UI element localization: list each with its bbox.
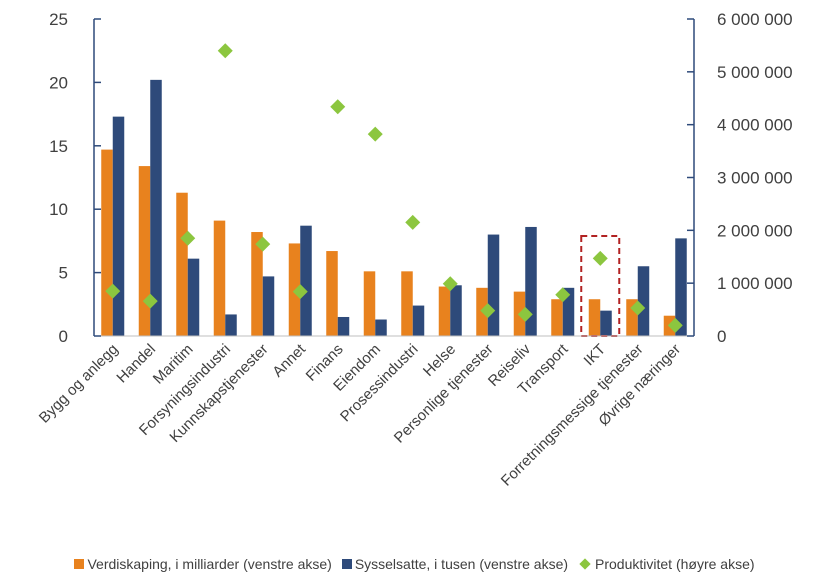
right-tick-label: 2 000 000 [717,221,793,240]
bar-sysselsatte [487,234,500,336]
legend-diamond-green [579,558,591,570]
point-produktivitet [517,306,533,322]
bar-verdiskaping [401,271,413,336]
right-tick-label: 5 000 000 [717,63,793,82]
legend-label-produktivitet: Produktivitet (høyre akse) [595,556,755,572]
left-tick-label: 5 [59,264,68,283]
legend-swatch-orange [74,559,85,569]
point-produktivitet [217,43,233,59]
legend-label-verdiskaping: Verdiskaping, i milliarder (venstre akse… [87,556,332,572]
chart: Bygg og anleggHandelMaritimForsyningsind… [36,10,793,490]
bar-sysselsatte [225,314,237,336]
right-tick-label: 1 000 000 [717,274,793,293]
point-produktivitet [555,287,571,303]
bar-sysselsatte [562,287,575,336]
bar-verdiskaping [251,232,263,336]
point-produktivitet [292,284,308,300]
bar-sysselsatte [637,266,650,336]
category-label: IKT [581,341,610,370]
left-tick-label: 0 [59,327,68,346]
point-produktivitet [442,276,458,292]
right-tick-label: 3 000 000 [717,169,793,188]
bar-sysselsatte [337,316,350,336]
bar-verdiskaping [326,251,338,336]
bar-sysselsatte [187,258,200,336]
bar-verdiskaping [363,271,376,336]
bar-sysselsatte [525,226,537,336]
right-tick-label: 0 [717,327,726,346]
category-label: Bygg og anlegg [36,341,122,427]
left-tick-label: 15 [49,137,68,156]
bar-verdiskaping [551,299,563,336]
bar-verdiskaping [588,299,601,336]
bar-verdiskaping [138,166,151,336]
bar-sysselsatte [262,276,275,336]
point-produktivitet [105,283,121,299]
point-produktivitet [180,230,196,246]
highlight-layer [580,235,621,337]
point-produktivitet [405,214,421,230]
legend-swatch-navy [341,559,352,569]
bar-verdiskaping [176,192,188,336]
highlight-box [580,235,621,337]
point-produktivitet [667,317,683,333]
bar-sysselsatte [412,305,425,336]
left-tick-label: 25 [49,10,68,29]
point-produktivitet [592,250,608,266]
points-layer [105,43,683,333]
bar-verdiskaping [213,220,226,336]
left-tick-label: 20 [49,73,68,92]
bar-sysselsatte [150,79,162,336]
legend-item-produktivitet: Produktivitet (høyre akse) [578,556,755,572]
right-tick-label: 6 000 000 [717,10,793,29]
point-produktivitet [480,303,496,319]
point-produktivitet [330,99,346,115]
left-tick-label: 10 [49,200,68,219]
point-produktivitet [255,236,271,252]
bar-sysselsatte [300,225,312,336]
right-tick-label: 4 000 000 [717,116,793,135]
bar-sysselsatte [112,116,125,336]
legend: Verdiskaping, i milliarder (venstre akse… [0,553,829,575]
legend-item-sysselsatte: Sysselsatte, i tusen (venstre akse) [341,556,569,572]
bar-sysselsatte [600,310,612,336]
bar-verdiskaping [626,299,638,336]
point-produktivitet [142,293,158,309]
bars-layer [101,79,687,336]
bar-sysselsatte [675,238,687,336]
point-produktivitet [367,126,383,142]
bar-verdiskaping [438,286,451,336]
axes-layer [93,18,695,337]
bar-sysselsatte [375,319,387,336]
bar-sysselsatte [450,285,462,336]
bar-verdiskaping [288,243,301,336]
legend-item-verdiskaping: Verdiskaping, i milliarder (venstre akse… [74,556,332,572]
point-produktivitet [630,300,646,316]
category-label: Handel [113,341,159,387]
bar-verdiskaping [101,149,113,336]
legend-label-sysselsatte: Sysselsatte, i tusen (venstre akse) [354,556,569,572]
